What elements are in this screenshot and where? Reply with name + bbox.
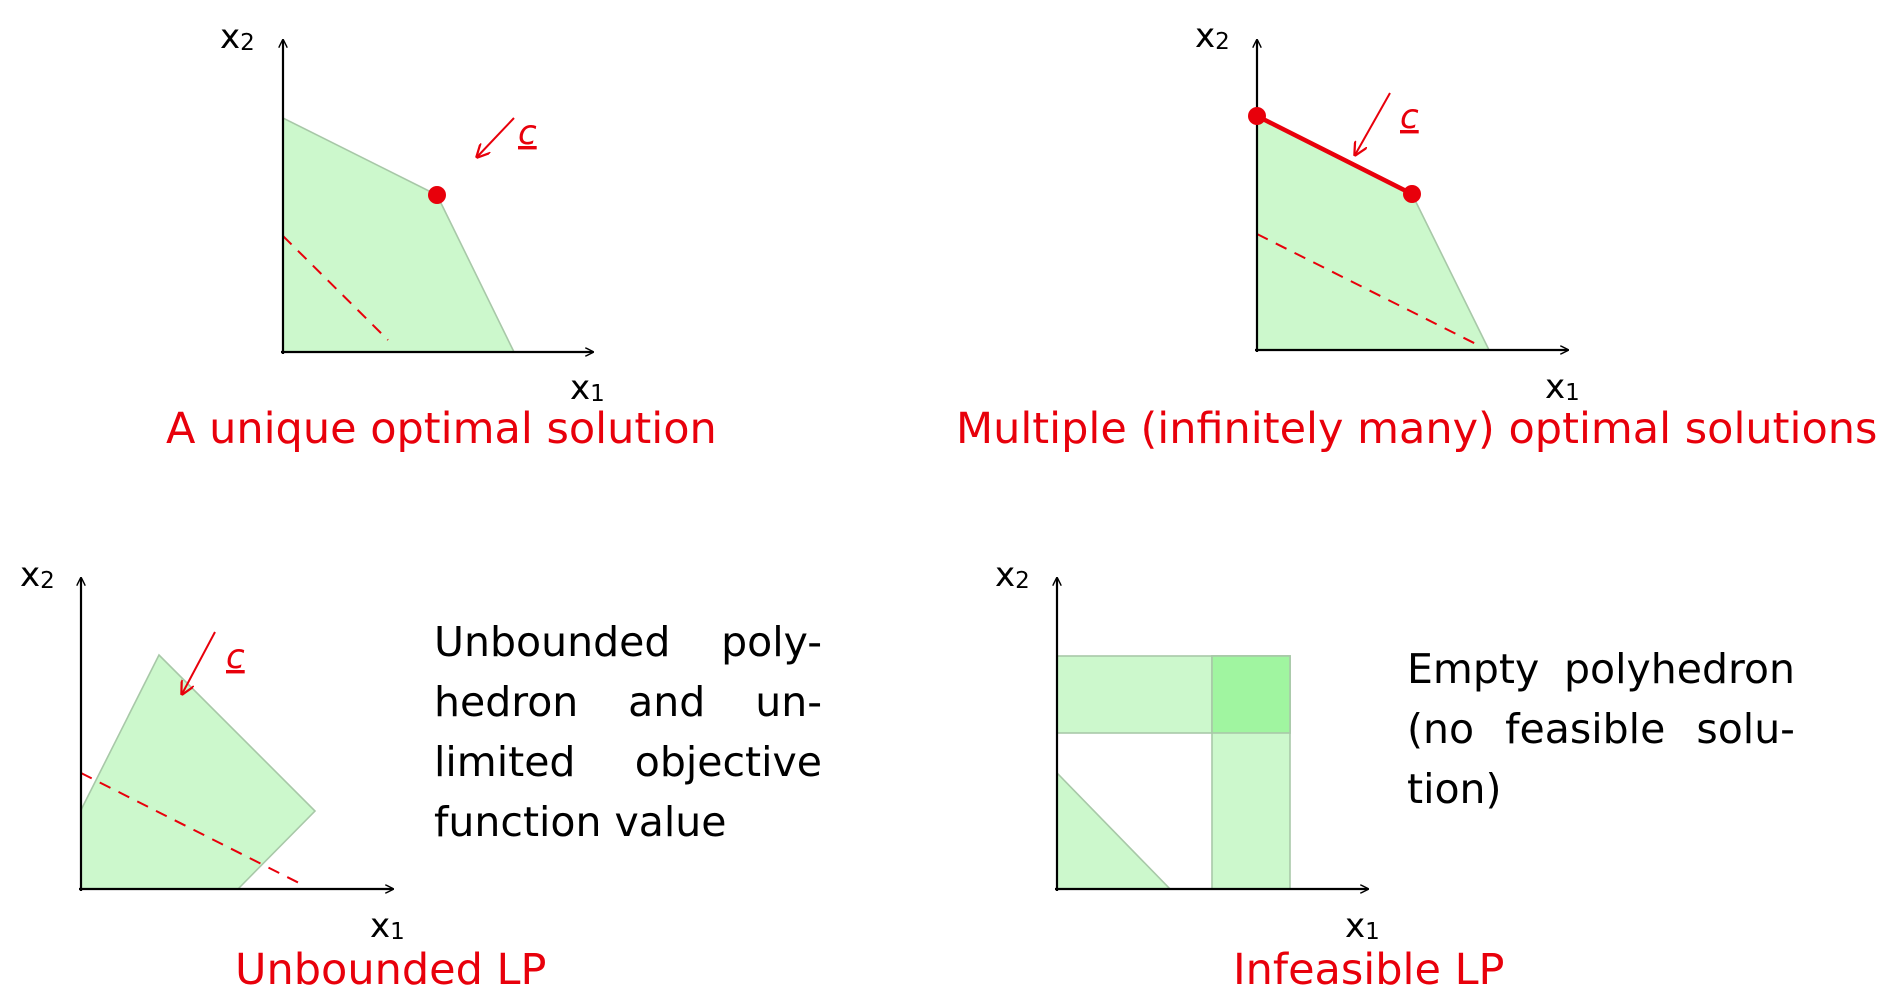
band-overlap [1211,655,1291,734]
description-word: feasible [1505,705,1666,753]
description-line: function value [434,792,822,852]
objective-label: c [1400,97,1419,137]
panel-caption: Infeasible LP [1233,945,1504,995]
description-word: solu- [1696,705,1795,753]
description-word: polyhedron [1563,645,1795,693]
panel-multiple: c x2 x1 Multiple (infinitely many) optim… [956,16,1877,454]
optimal-vertex-right [1403,185,1421,203]
objective-level-line [282,235,389,341]
panel-infeasible: x2 x1 Infeasible LP [995,555,1504,995]
x1-axis-label: x1 [1545,367,1580,407]
description-word: poly- [721,618,822,666]
objective-direction-arrow [182,631,216,694]
description-word: objective [634,738,822,786]
feasible-region [80,653,317,890]
description-line: tion) [1407,759,1795,819]
panel-unique: c x2 x1 A unique optimal solution [166,17,717,454]
description-word: and [628,678,706,726]
feasible-region [1256,114,1491,351]
description-word: tion) [1407,765,1502,813]
objective-direction-arrow [1355,92,1391,155]
objective-direction-arrow [477,117,515,157]
x1-axis-label: x1 [370,906,405,946]
objective-label: c [226,637,245,677]
description-line: limited objective [434,732,822,792]
description-word: function value [434,798,727,846]
optimal-vertex [428,186,446,204]
description-word: un- [755,678,822,726]
description-word: (no [1407,705,1475,753]
optimal-vertex-left [1248,107,1266,125]
panel-caption: Multiple (infinitely many) optimal solut… [956,404,1877,454]
x2-axis-label: x2 [995,555,1030,595]
description-word: Unbounded [434,618,671,666]
description-line: Empty polyhedron [1407,639,1795,699]
description-line: (no feasible solu- [1407,699,1795,759]
description-word: Empty [1407,645,1540,693]
description-word: hedron [434,678,579,726]
objective-label: c [518,113,537,153]
description-line: Unbounded poly- [434,612,822,672]
description-line: hedron and un- [434,672,822,732]
unbounded-description: Unbounded poly-hedron and un-limited objecti… [434,612,822,852]
x1-axis-label: x1 [1345,906,1380,946]
x2-axis-label: x2 [1195,16,1230,56]
constraint-triangle [1056,771,1172,890]
panel-caption: Unbounded LP [235,945,546,995]
panel-caption: A unique optimal solution [166,404,717,454]
optimal-edge [1255,113,1414,197]
infeasible-description: Empty polyhedron (no feasible solu-tion) [1407,639,1795,819]
x1-axis-label: x1 [570,368,605,408]
x2-axis-label: x2 [220,17,255,57]
x2-axis-label: x2 [20,555,55,595]
panel-unbounded: c x2 x1 Unbounded LP [20,555,546,995]
description-word: limited [434,738,576,786]
